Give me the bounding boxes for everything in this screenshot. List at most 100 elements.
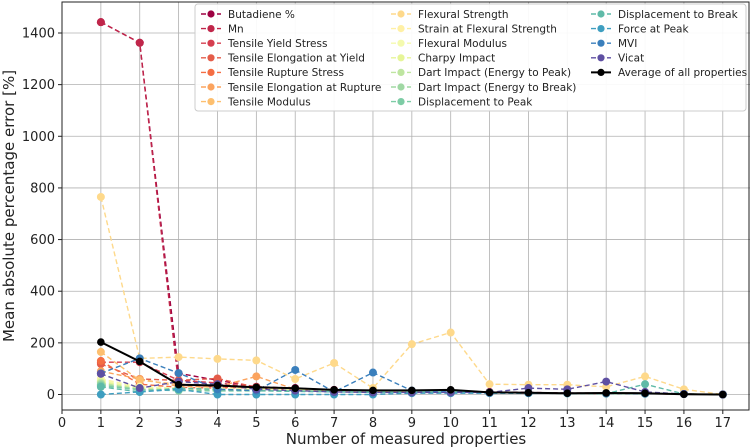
legend-item: Tensile Elongation at Yield bbox=[201, 53, 365, 65]
data-point bbox=[252, 356, 261, 365]
legend-item: Flexural Modulus bbox=[391, 38, 507, 50]
legend-marker bbox=[207, 10, 215, 18]
legend-label: Dart Impact (Energy to Break) bbox=[418, 82, 576, 94]
legend: Butadiene % Mn Tensile Yield Stress Tensile… bbox=[194, 3, 747, 112]
legend-marker bbox=[397, 68, 405, 76]
data-point bbox=[330, 386, 338, 394]
data-point bbox=[330, 359, 339, 368]
y-tick-label: 0 bbox=[47, 388, 55, 403]
x-tick-label: 11 bbox=[481, 416, 498, 431]
data-point bbox=[252, 383, 261, 392]
ticks: 0 1 2 3 4 5 6 7 8 9 10 11 12 13 14 15 16 1702004006008001… bbox=[22, 26, 731, 431]
y-tick-label: 1400 bbox=[22, 26, 55, 41]
x-tick-label: 12 bbox=[520, 416, 537, 431]
x-tick-label: 4 bbox=[213, 416, 221, 431]
legend-marker bbox=[397, 10, 405, 18]
data-point bbox=[485, 388, 494, 397]
y-axis-label: Mean absolute percentage error [%] bbox=[0, 70, 18, 342]
y-tick-label: 1200 bbox=[22, 78, 55, 93]
series-line bbox=[100, 382, 723, 396]
legend-item: Tensile Rupture Stress bbox=[201, 67, 344, 79]
legend-marker bbox=[397, 83, 405, 91]
legend-marker bbox=[207, 54, 215, 62]
legend-marker bbox=[597, 68, 605, 76]
legend-label: Flexural Modulus bbox=[418, 38, 507, 50]
data-point bbox=[408, 386, 416, 395]
data-point bbox=[96, 356, 105, 365]
x-axis-label: Number of measured properties bbox=[286, 430, 527, 448]
legend-marker bbox=[597, 54, 605, 62]
legend-item: Average of all properties bbox=[591, 67, 747, 79]
data-point bbox=[446, 328, 455, 337]
data-point bbox=[135, 384, 144, 393]
legend-marker bbox=[597, 39, 605, 47]
x-tick-label: 5 bbox=[252, 416, 260, 431]
legend-marker bbox=[207, 25, 215, 33]
data-point bbox=[602, 389, 610, 397]
data-point bbox=[446, 386, 455, 394]
legend-marker bbox=[397, 25, 405, 33]
data-point bbox=[407, 340, 416, 349]
data-point bbox=[252, 372, 261, 381]
x-tick-label: 15 bbox=[637, 416, 654, 431]
data-point bbox=[213, 381, 222, 390]
legend-label: Displacement to Break bbox=[618, 9, 739, 21]
data-point bbox=[213, 374, 222, 383]
x-tick-label: 16 bbox=[676, 416, 693, 431]
data-point bbox=[641, 372, 650, 381]
data-point bbox=[135, 376, 144, 385]
x-tick-label: 8 bbox=[369, 416, 377, 431]
legend-marker bbox=[207, 83, 215, 91]
legend-label: Vicat bbox=[618, 53, 644, 65]
legend-item: Dart Impact (Energy to Break) bbox=[391, 82, 576, 94]
data-point bbox=[213, 354, 222, 363]
legend-label: Tensile Elongation at Rupture bbox=[227, 82, 381, 94]
plot-frame bbox=[61, 1, 750, 411]
legend-label: MVI bbox=[618, 38, 637, 50]
y-tick-label: 800 bbox=[30, 181, 55, 196]
legend-label: Dart Impact (Energy to Peak) bbox=[418, 67, 571, 79]
legend-marker bbox=[397, 39, 405, 47]
data-point bbox=[96, 390, 105, 399]
y-tick-label: 200 bbox=[30, 336, 55, 351]
legend-label: Mn bbox=[228, 23, 244, 35]
series-line bbox=[100, 383, 723, 396]
y-tick-label: 400 bbox=[30, 285, 55, 300]
data-point bbox=[641, 389, 649, 398]
legend-label: Flexural Strength bbox=[418, 9, 509, 21]
x-tick-label: 2 bbox=[136, 416, 144, 431]
x-tick-label: 17 bbox=[715, 416, 732, 431]
legend-item: Charpy Impact bbox=[391, 53, 495, 65]
legend-label: Displacement to Peak bbox=[418, 96, 533, 108]
legend-marker bbox=[207, 98, 215, 106]
legend-label: Charpy Impact bbox=[418, 53, 495, 65]
legend-item: Tensile Modulus bbox=[201, 96, 311, 108]
y-tick-label: 600 bbox=[30, 233, 55, 248]
legend-marker bbox=[597, 10, 605, 18]
legend-label: Force at Peak bbox=[618, 23, 689, 35]
series-layer bbox=[96, 18, 727, 399]
legend-item: MVI bbox=[591, 38, 637, 50]
legend-label: Tensile Yield Stress bbox=[227, 38, 327, 50]
legend-item: Strain at Flexural Strength bbox=[391, 23, 557, 35]
x-tick-label: 0 bbox=[58, 416, 66, 431]
legend-marker bbox=[207, 39, 215, 47]
x-tick-label: 6 bbox=[291, 416, 299, 431]
data-point bbox=[485, 380, 494, 389]
x-tick-label: 13 bbox=[559, 416, 576, 431]
legend-marker bbox=[207, 68, 215, 76]
data-point bbox=[291, 384, 300, 393]
data-point bbox=[96, 18, 105, 27]
data-point bbox=[641, 380, 650, 389]
series-18 bbox=[97, 338, 727, 399]
legend-item: Force at Peak bbox=[591, 23, 689, 35]
data-point bbox=[291, 375, 300, 384]
x-tick-label: 1 bbox=[97, 416, 105, 431]
legend-item: Tensile Elongation at Rupture bbox=[201, 82, 381, 94]
x-tick-label: 10 bbox=[442, 416, 459, 431]
legend-label: Butadiene % bbox=[228, 9, 295, 21]
legend-marker bbox=[397, 98, 405, 106]
data-point bbox=[680, 390, 688, 399]
series-line bbox=[100, 388, 723, 396]
data-point bbox=[97, 338, 105, 346]
